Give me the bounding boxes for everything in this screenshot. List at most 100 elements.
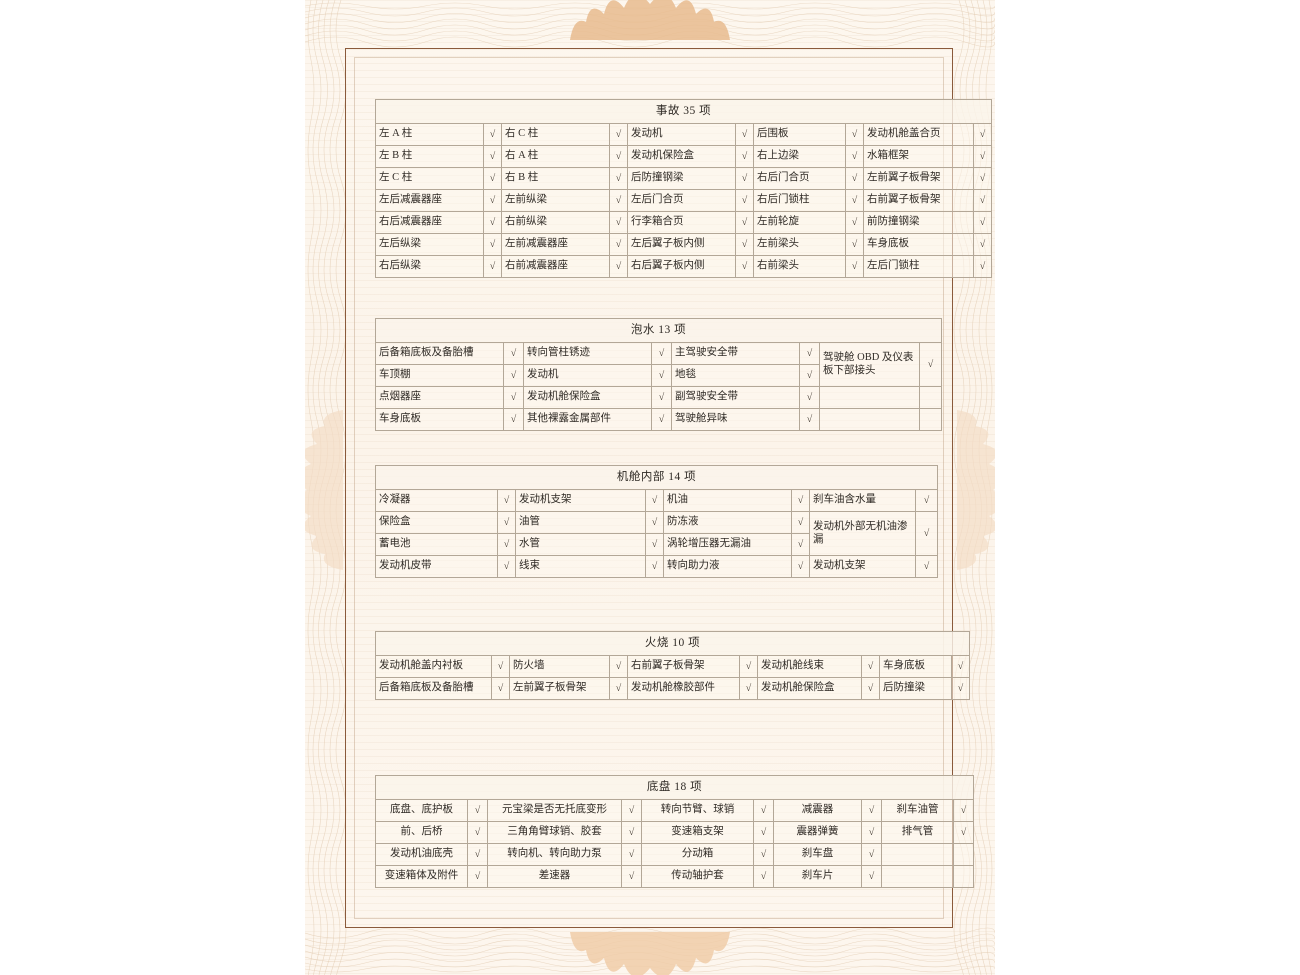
item-check: √ <box>503 386 524 409</box>
table-row: 蓄电池 √ 水管 √ 涡轮增压器无漏油 √ <box>375 533 938 556</box>
item-check: √ <box>791 489 810 512</box>
certificate-frame <box>345 48 953 928</box>
item-check: √ <box>651 386 672 409</box>
item-label: 左前轮旋 <box>753 211 846 234</box>
item-label: 转向节臂、球销 <box>641 799 754 822</box>
item-label: 后备箱底板及备胎槽 <box>375 342 504 365</box>
table-title: 火烧 10 项 <box>374 631 971 656</box>
item-check: √ <box>799 386 820 409</box>
item-label: 左后减震器座 <box>375 189 484 212</box>
item-check: √ <box>651 408 672 431</box>
item-check: √ <box>739 655 758 678</box>
item-label: 右前梁头 <box>753 255 846 278</box>
item-check: √ <box>621 865 642 888</box>
item-label: 发动机支架 <box>515 489 646 512</box>
item-label: 车身底板 <box>879 655 952 678</box>
item-label: 发动机舱保险盒 <box>523 386 652 409</box>
item-label: 右前减震器座 <box>501 255 610 278</box>
item-check: √ <box>497 533 516 556</box>
item-check: √ <box>735 211 754 234</box>
item-label: 右上边梁 <box>753 145 846 168</box>
item-label: 发动机油底壳 <box>375 843 468 866</box>
item-check: √ <box>845 233 864 256</box>
item-label: 转向助力液 <box>663 555 792 578</box>
item-check: √ <box>483 233 502 256</box>
item-check: √ <box>799 364 820 387</box>
table-chassis: 底盘 18 项底盘、底护板 √ 元宝梁是否无托底变形 √ 转向节臂、球销 √ 减震器 √ 刹车油… <box>374 775 975 888</box>
item-check: √ <box>753 843 774 866</box>
item-check: √ <box>972 211 993 234</box>
item-label: 机油 <box>663 489 792 512</box>
item-label: 右后门合页 <box>753 167 846 190</box>
item-label: 分动箱 <box>641 843 754 866</box>
item-check: √ <box>483 123 502 146</box>
item-check: √ <box>861 843 882 866</box>
item-label: 驾驶舱异味 <box>671 408 800 431</box>
item-check: √ <box>467 799 488 822</box>
item-check: √ <box>861 821 882 844</box>
table-row: 左 A 柱 √ 右 C 柱 √ 发动机 √ 后围板 √ 发动机舱盖合页 √ <box>375 123 993 146</box>
table-row: 左后纵梁 √ 左前减震器座 √ 左后翼子板内侧 √ 左前梁头 √ 车身底板 √ <box>375 233 993 256</box>
item-label: 刹车油管 <box>881 799 954 822</box>
item-label: 发动机舱盖内衬板 <box>375 655 492 678</box>
table-title-row: 机舱内部 14 项 <box>375 465 938 490</box>
item-label: 发动机保险盒 <box>627 145 736 168</box>
item-label: 保险盒 <box>375 511 498 534</box>
table-row: 点烟器座 √ 发动机舱保险盒 √ 副驾驶安全带 √ <box>375 386 942 409</box>
table-flood: 泡水 13 项后备箱底板及备胎槽 √ 转向管柱锈迹 √ 主驾驶安全带 √ 驾驶舱 OBD 及… <box>375 318 942 431</box>
table-row: 左 C 柱 √ 右 B 柱 √ 后防撞钢梁 √ 右后门合页 √ 左前翼子板骨架 √ <box>375 167 993 190</box>
item-label: 转向管柱锈迹 <box>523 342 652 365</box>
item-label: 刹车油含水量 <box>809 489 916 512</box>
item-label: 差速器 <box>487 865 622 888</box>
table-row: 右后减震器座 √ 右前纵梁 √ 行李箱合页 √ 左前轮旋 √ 前防撞钢梁 √ <box>375 211 993 234</box>
merged-item-label: 驾驶舱 OBD 及仪表板下部接头 <box>819 342 920 387</box>
item-label: 左前翼子板骨架 <box>509 677 610 700</box>
item-label: 右前翼子板骨架 <box>627 655 740 678</box>
item-label: 发动机舱盖合页 <box>863 123 974 146</box>
item-label: 左后纵梁 <box>375 233 484 256</box>
table-title: 事故 35 项 <box>374 99 993 124</box>
item-label: 传动轴护套 <box>641 865 754 888</box>
table-title: 底盘 18 项 <box>374 775 975 800</box>
item-label: 冷凝器 <box>375 489 498 512</box>
item-label: 左后门合页 <box>627 189 736 212</box>
item-check: √ <box>609 167 628 190</box>
item-check: √ <box>845 145 864 168</box>
empty-cell <box>919 386 942 409</box>
item-check <box>952 865 975 888</box>
item-check: √ <box>753 799 774 822</box>
item-label: 地毯 <box>671 364 800 387</box>
item-label: 点烟器座 <box>375 386 504 409</box>
item-label: 水管 <box>515 533 646 556</box>
item-label: 排气管 <box>881 821 954 844</box>
item-label: 主驾驶安全带 <box>671 342 800 365</box>
item-check: √ <box>467 865 488 888</box>
item-check: √ <box>950 677 971 700</box>
item-check: √ <box>972 233 993 256</box>
item-label: 左 C 柱 <box>375 167 484 190</box>
item-check: √ <box>845 189 864 212</box>
item-label: 水箱框架 <box>863 145 974 168</box>
item-check: √ <box>753 821 774 844</box>
merged-item-label: 发动机外部无机油渗漏 <box>809 511 916 556</box>
item-check: √ <box>861 655 880 678</box>
table-row: 左 B 柱 √ 右 A 柱 √ 发动机保险盒 √ 右上边梁 √ 水箱框架 √ <box>375 145 993 168</box>
table-title-row: 泡水 13 项 <box>375 318 942 343</box>
table-row: 变速箱体及附件 √ 差速器 √ 传动轴护套 √ 刹车片 √ <box>375 865 975 888</box>
item-check: √ <box>645 489 664 512</box>
item-label: 元宝梁是否无托底变形 <box>487 799 622 822</box>
empty-cell <box>819 408 920 431</box>
table-row: 发动机皮带 √ 线束 √ 转向助力液 √ 发动机支架 √ <box>375 555 938 578</box>
item-check: √ <box>483 167 502 190</box>
item-label: 副驾驶安全带 <box>671 386 800 409</box>
item-check: √ <box>735 123 754 146</box>
item-check: √ <box>972 189 993 212</box>
item-check: √ <box>609 189 628 212</box>
item-label: 右后减震器座 <box>375 211 484 234</box>
item-check: √ <box>950 655 971 678</box>
item-check: √ <box>791 511 810 534</box>
item-check: √ <box>645 555 664 578</box>
table-title-row: 底盘 18 项 <box>374 775 975 800</box>
item-check: √ <box>915 489 938 512</box>
item-label: 左后翼子板内侧 <box>627 233 736 256</box>
